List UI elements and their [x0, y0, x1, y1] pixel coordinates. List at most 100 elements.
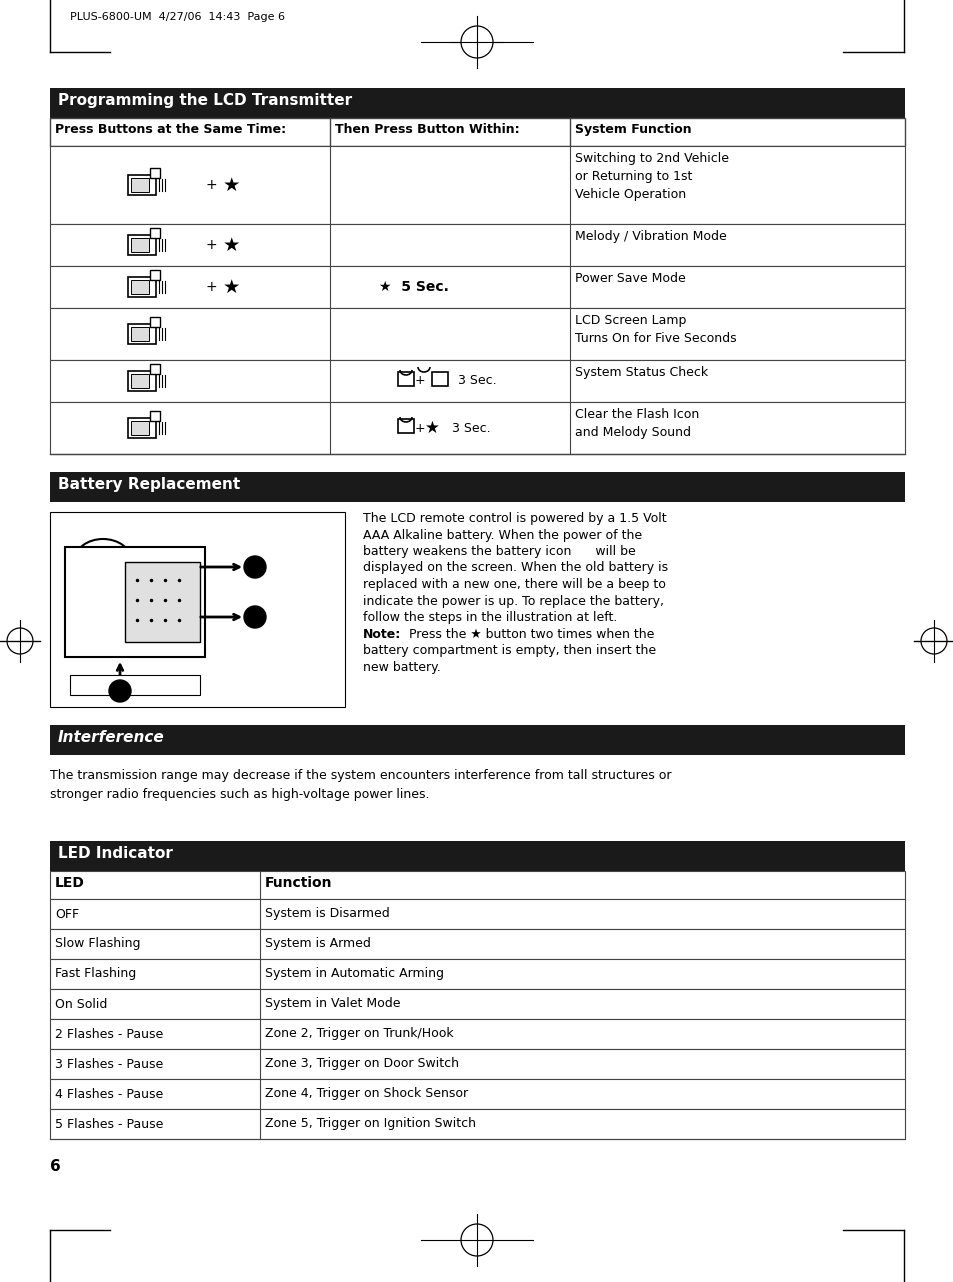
Text: The LCD remote control is powered by a 1.5 Volt: The LCD remote control is powered by a 1… [363, 512, 666, 526]
Bar [129, 324, 156, 344]
Bar [65, 547, 205, 656]
Text: Slow Flashing: Slow Flashing [55, 937, 140, 950]
Text: +: + [94, 596, 105, 609]
Bar [50, 929, 904, 959]
Bar [50, 265, 904, 308]
Text: Zone 4, Trigger on Shock Sensor: Zone 4, Trigger on Shock Sensor [265, 1087, 468, 1100]
Text: LED Indicator: LED Indicator [58, 846, 172, 862]
Text: Power Save Mode: Power Save Mode [575, 272, 685, 285]
Text: +: + [206, 279, 217, 294]
Text: Note:: Note: [363, 627, 401, 641]
Bar [151, 364, 160, 374]
Bar [132, 327, 150, 341]
Bar [50, 1019, 904, 1049]
Text: PLUS-6800-UM  4/27/06  14:43  Page 6: PLUS-6800-UM 4/27/06 14:43 Page 6 [70, 12, 285, 22]
Text: Zone 3, Trigger on Door Switch: Zone 3, Trigger on Door Switch [265, 1058, 458, 1070]
Bar [50, 899, 904, 929]
Text: On Solid: On Solid [55, 997, 108, 1010]
Bar [132, 238, 150, 253]
Bar [70, 676, 200, 695]
Text: 2 Flashes - Pause: 2 Flashes - Pause [55, 1027, 163, 1041]
Bar [151, 412, 160, 420]
Text: Then Press Button Within:: Then Press Button Within: [335, 123, 519, 136]
Text: Switching to 2nd Vehicle
or Returning to 1st
Vehicle Operation: Switching to 2nd Vehicle or Returning to… [575, 153, 728, 201]
Text: Programming the LCD Transmitter: Programming the LCD Transmitter [58, 94, 352, 108]
Text: 3: 3 [251, 562, 258, 572]
Text: System is Disarmed: System is Disarmed [265, 908, 390, 920]
Bar [50, 959, 904, 988]
Text: 3 Sec.: 3 Sec. [457, 374, 497, 387]
Text: Function: Function [265, 876, 333, 890]
Text: LED: LED [55, 876, 85, 890]
Text: System Status Check: System Status Check [575, 365, 707, 379]
Bar [151, 168, 160, 178]
Bar [50, 1109, 904, 1138]
Text: Melody / Vibration Mode: Melody / Vibration Mode [575, 229, 726, 244]
Text: 5 Flashes - Pause: 5 Flashes - Pause [55, 1118, 163, 1131]
Text: +: + [206, 178, 217, 192]
Bar [397, 419, 414, 433]
Text: indicate the power is up. To replace the battery,: indicate the power is up. To replace the… [363, 595, 663, 608]
Bar [397, 372, 414, 386]
Text: 3 Flashes - Pause: 3 Flashes - Pause [55, 1058, 163, 1070]
Text: battery compartment is empty, then insert the: battery compartment is empty, then inser… [363, 644, 656, 656]
Text: 1.5 Volt  AAA: 1.5 Volt AAA [99, 678, 172, 688]
Text: +: + [415, 374, 425, 387]
Text: new battery.: new battery. [363, 660, 440, 673]
Bar [132, 178, 150, 192]
Bar [151, 228, 160, 238]
Text: 4 Flashes - Pause: 4 Flashes - Pause [55, 1087, 163, 1100]
Text: ★: ★ [223, 277, 240, 296]
Bar [129, 370, 156, 391]
Bar [50, 403, 904, 454]
Text: replaced with a new one, there will be a beep to: replaced with a new one, there will be a… [363, 578, 665, 591]
Text: Press Buttons at the Same Time:: Press Buttons at the Same Time: [55, 123, 286, 136]
Bar [129, 277, 156, 297]
Bar [125, 562, 200, 642]
Bar [151, 271, 160, 279]
Text: Clear the Flash Icon
and Melody Sound: Clear the Flash Icon and Melody Sound [575, 408, 699, 438]
Bar [50, 308, 904, 360]
Text: battery weakens the battery icon      will be: battery weakens the battery icon will be [363, 545, 635, 558]
Text: 6: 6 [50, 1159, 61, 1174]
Text: I: I [73, 596, 77, 609]
Bar [50, 1049, 904, 1079]
Text: The transmission range may decrease if the system encounters interference from t: The transmission range may decrease if t… [50, 769, 671, 801]
Text: System Function: System Function [575, 123, 691, 136]
Bar [129, 176, 156, 195]
Text: OFF: OFF [55, 908, 79, 920]
Bar [50, 360, 904, 403]
Bar [50, 472, 904, 503]
Bar [50, 146, 904, 224]
Text: Press the ★ button two times when the: Press the ★ button two times when the [400, 627, 654, 641]
Bar [50, 841, 904, 870]
Text: 2: 2 [116, 686, 124, 696]
Bar [50, 118, 904, 146]
Bar [50, 512, 345, 706]
Text: Fast Flashing: Fast Flashing [55, 968, 136, 981]
Bar [132, 279, 150, 294]
Text: 3 Sec.: 3 Sec. [452, 422, 490, 435]
Circle shape [109, 679, 131, 703]
Text: System is Armed: System is Armed [265, 937, 371, 950]
Bar [432, 372, 448, 386]
Bar [132, 420, 150, 435]
Text: Zone 2, Trigger on Trunk/Hook: Zone 2, Trigger on Trunk/Hook [265, 1027, 453, 1041]
Text: ★: ★ [223, 176, 240, 195]
Text: +: + [415, 422, 425, 435]
Text: follow the steps in the illustration at left.: follow the steps in the illustration at … [363, 612, 617, 624]
Text: ★: ★ [223, 236, 240, 255]
Bar [50, 726, 904, 755]
Bar [132, 374, 150, 388]
Bar [50, 224, 904, 265]
Bar [50, 88, 904, 118]
Bar [50, 870, 904, 899]
Bar [129, 418, 156, 438]
Text: System in Valet Mode: System in Valet Mode [265, 997, 400, 1010]
Circle shape [244, 606, 266, 628]
Bar [50, 1079, 904, 1109]
Text: displayed on the screen. When the old battery is: displayed on the screen. When the old ba… [363, 562, 667, 574]
Text: System in Automatic Arming: System in Automatic Arming [265, 968, 443, 981]
Ellipse shape [75, 538, 131, 579]
Bar [129, 235, 156, 255]
